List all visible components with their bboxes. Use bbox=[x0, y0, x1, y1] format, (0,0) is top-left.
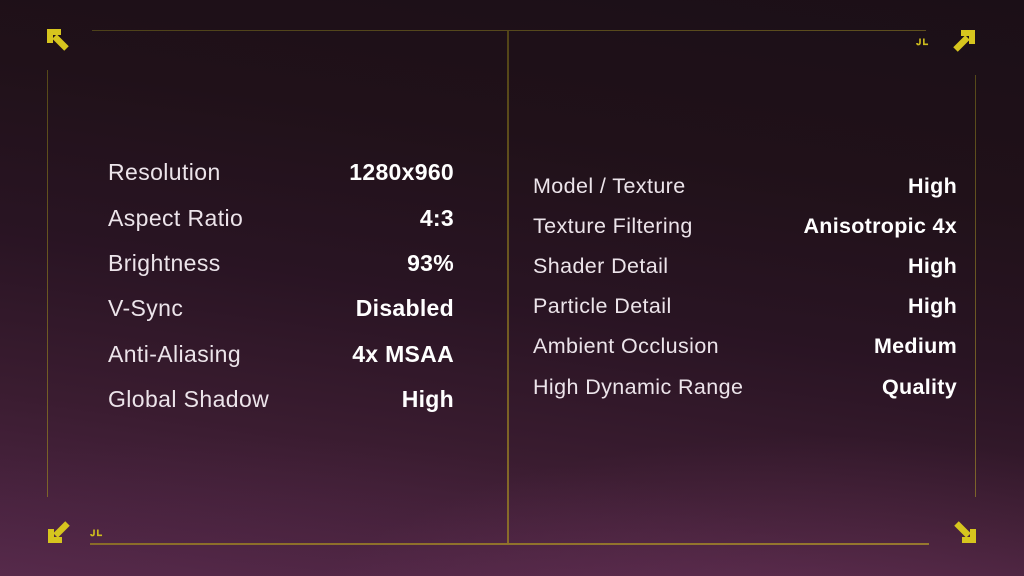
setting-row-aspect-ratio[interactable]: Aspect Ratio 4:3 bbox=[108, 195, 454, 240]
setting-label: Ambient Occlusion bbox=[533, 334, 720, 359]
setting-value: 93% bbox=[407, 249, 454, 276]
waveform-jl-mark-top-right-icon bbox=[916, 37, 929, 46]
arrow-up-right-icon bbox=[950, 28, 977, 55]
setting-label: V-Sync bbox=[108, 295, 184, 322]
setting-row-high-dynamic-range[interactable]: High Dynamic Range Quality bbox=[533, 367, 957, 407]
setting-label: Global Shadow bbox=[108, 386, 270, 413]
setting-label: Aspect Ratio bbox=[108, 204, 244, 231]
setting-value: High bbox=[908, 294, 957, 319]
setting-row-ambient-occlusion[interactable]: Ambient Occlusion Medium bbox=[533, 327, 957, 367]
setting-row-shader-detail[interactable]: Shader Detail High bbox=[533, 246, 957, 286]
setting-value: Medium bbox=[873, 334, 957, 359]
setting-value: High bbox=[908, 173, 957, 198]
setting-row-texture-filtering[interactable]: Texture Filtering Anisotropic 4x bbox=[533, 206, 957, 246]
display-settings-panel: Resolution 1280x960 Aspect Ratio 4:3 Bri… bbox=[108, 150, 454, 422]
frame-line-bottom bbox=[90, 543, 929, 545]
frame-line-left bbox=[47, 70, 48, 497]
setting-row-particle-detail[interactable]: Particle Detail High bbox=[533, 287, 957, 327]
setting-value: Disabled bbox=[355, 295, 454, 322]
setting-label: Brightness bbox=[108, 249, 221, 276]
arrow-up-left-icon bbox=[45, 27, 72, 54]
setting-value: 4:3 bbox=[419, 204, 454, 231]
frame-line-top bbox=[92, 30, 926, 31]
setting-value: Quality bbox=[882, 374, 957, 399]
setting-value: 1280x960 bbox=[349, 159, 454, 186]
setting-row-brightness[interactable]: Brightness 93% bbox=[108, 241, 454, 286]
setting-value: 4x MSAA bbox=[352, 340, 454, 367]
setting-row-resolution[interactable]: Resolution 1280x960 bbox=[108, 150, 454, 195]
setting-label: Shader Detail bbox=[533, 253, 669, 278]
setting-row-anti-aliasing[interactable]: Anti-Aliasing 4x MSAA bbox=[108, 332, 454, 377]
setting-value: Anisotropic 4x bbox=[803, 213, 957, 238]
arrow-down-right-icon bbox=[951, 518, 978, 545]
quality-settings-panel: Model / Texture High Texture Filtering A… bbox=[533, 166, 957, 407]
setting-value: High bbox=[908, 253, 957, 278]
setting-row-global-shadow[interactable]: Global Shadow High bbox=[108, 377, 454, 422]
frame-line-right bbox=[975, 75, 976, 497]
setting-label: Particle Detail bbox=[533, 294, 672, 319]
arrow-down-left-icon bbox=[46, 518, 73, 545]
setting-label: Resolution bbox=[108, 159, 221, 186]
setting-value: High bbox=[401, 386, 454, 413]
setting-label: High Dynamic Range bbox=[533, 374, 744, 399]
setting-row-model-texture[interactable]: Model / Texture High bbox=[533, 166, 957, 206]
panel-divider-line bbox=[507, 31, 509, 543]
setting-label: Anti-Aliasing bbox=[108, 340, 242, 367]
setting-label: Model / Texture bbox=[533, 173, 686, 198]
setting-label: Texture Filtering bbox=[533, 213, 693, 238]
setting-row-vsync[interactable]: V-Sync Disabled bbox=[108, 286, 454, 331]
waveform-jl-mark-bottom-left-icon bbox=[90, 528, 103, 537]
